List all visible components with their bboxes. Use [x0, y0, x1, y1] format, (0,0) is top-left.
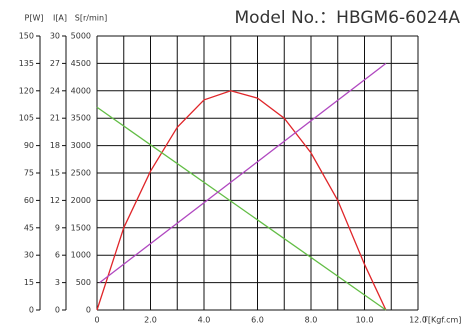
y-tick-label: 2500 [71, 169, 91, 178]
y-tick-label: 9 [55, 223, 60, 232]
x-axis-label: T[Kgf.cm] [422, 316, 461, 325]
y-tick-label: 45 [24, 223, 34, 232]
series-line [99, 62, 387, 284]
y-tick-label: 24 [50, 86, 60, 95]
y-tick-label: 135 [19, 59, 34, 68]
x-tick-label: 12.0 [409, 316, 427, 325]
y-tick-label: 500 [76, 278, 91, 287]
x-tick-label: 8.0 [305, 316, 318, 325]
y-tick-label: 3000 [71, 141, 91, 150]
series-line [96, 90, 387, 311]
y-tick-label: 1500 [71, 223, 91, 232]
y-tick-label: 3500 [71, 114, 91, 123]
y-tick-label: 105 [19, 114, 34, 123]
y-tick-label: 1000 [71, 251, 91, 260]
y-tick-label: 120 [19, 86, 34, 95]
y-tick-label: 0 [29, 306, 34, 315]
y-tick-label: 75 [24, 169, 34, 178]
axis-label: P[W] [25, 14, 44, 23]
y-tick-label: 30 [24, 251, 34, 260]
y-tick-label: 15 [50, 169, 60, 178]
y-tick-label: 150 [19, 32, 34, 41]
y-tick-label: 30 [50, 32, 60, 41]
axis-label: S[r/min] [75, 14, 107, 23]
y-tick-label: 27 [50, 59, 60, 68]
y-tick-label: 21 [50, 114, 60, 123]
y-tick-label: 18 [50, 141, 60, 150]
x-tick-label: 2.0 [144, 316, 157, 325]
y-tick-label: 5000 [71, 32, 91, 41]
axis-label: I[A] [53, 14, 67, 23]
x-tick-label: 4.0 [198, 316, 211, 325]
series-line [96, 106, 387, 311]
y-tick-label: 15 [24, 278, 34, 287]
y-tick-label: 3 [55, 278, 60, 287]
x-tick-label: 0 [94, 316, 99, 325]
y-tick-label: 2000 [71, 196, 91, 205]
x-tick-label: 10.0 [356, 316, 374, 325]
y-tick-label: 60 [24, 196, 34, 205]
y-tick-label: 0 [55, 306, 60, 315]
y-tick-label: 90 [24, 141, 34, 150]
y-tick-label: 4000 [71, 86, 91, 95]
x-tick-label: 6.0 [251, 316, 264, 325]
chart-title: Model No.：HBGM6-6024A [235, 8, 461, 28]
y-tick-label: 4500 [71, 59, 91, 68]
y-tick-label: 0 [86, 306, 91, 315]
y-tick-label: 6 [55, 251, 60, 260]
y-tick-label: 12 [50, 196, 60, 205]
